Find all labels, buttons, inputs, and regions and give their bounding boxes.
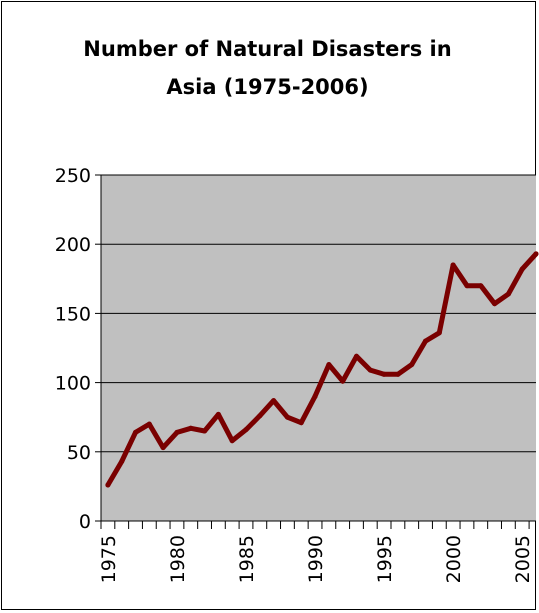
- x-tick-label: 1990: [305, 535, 327, 583]
- y-tick-label: 50: [67, 442, 91, 464]
- chart-title-line-1: Number of Natural Disasters in: [83, 37, 452, 61]
- data-point: [492, 301, 498, 307]
- data-point: [146, 421, 152, 427]
- data-point: [215, 411, 221, 417]
- data-point: [423, 338, 429, 344]
- data-point: [188, 425, 194, 431]
- data-point: [119, 458, 125, 464]
- x-tick-label: 1980: [167, 535, 189, 583]
- data-point: [105, 482, 111, 488]
- data-point: [160, 445, 166, 451]
- data-point: [202, 428, 208, 434]
- data-point: [436, 330, 442, 336]
- data-point: [284, 414, 290, 420]
- y-tick-label: 0: [79, 511, 91, 533]
- data-point: [229, 438, 235, 444]
- data-point: [312, 393, 318, 399]
- data-point: [340, 378, 346, 384]
- x-tick-label: 1995: [374, 535, 396, 583]
- data-point: [353, 353, 359, 359]
- data-point: [464, 283, 470, 289]
- data-point: [243, 427, 249, 433]
- data-point: [298, 420, 304, 426]
- data-point: [409, 362, 415, 368]
- plot-area: [101, 175, 536, 521]
- data-point: [478, 283, 484, 289]
- data-point: [519, 266, 525, 272]
- data-point: [381, 371, 387, 377]
- data-point: [395, 371, 401, 377]
- data-point: [133, 429, 139, 435]
- y-tick-label: 250: [55, 165, 91, 187]
- x-tick-label: 1975: [98, 535, 120, 583]
- data-point: [271, 398, 277, 404]
- data-point: [257, 413, 263, 419]
- x-tick-label: 1985: [236, 535, 258, 583]
- chart-title: Number of Natural Disasters in Asia (197…: [0, 30, 535, 106]
- y-tick-label: 200: [55, 234, 91, 256]
- x-tick-label: 2005: [512, 535, 534, 583]
- data-point: [533, 251, 539, 257]
- data-point: [326, 362, 332, 368]
- data-point: [174, 429, 180, 435]
- data-point: [505, 291, 511, 297]
- data-point: [450, 262, 456, 268]
- data-point: [367, 367, 373, 373]
- y-tick-label: 150: [55, 303, 91, 325]
- chart-title-line-2: Asia (1975-2006): [166, 75, 369, 99]
- y-tick-label: 100: [55, 373, 91, 395]
- x-tick-label: 2000: [443, 535, 465, 583]
